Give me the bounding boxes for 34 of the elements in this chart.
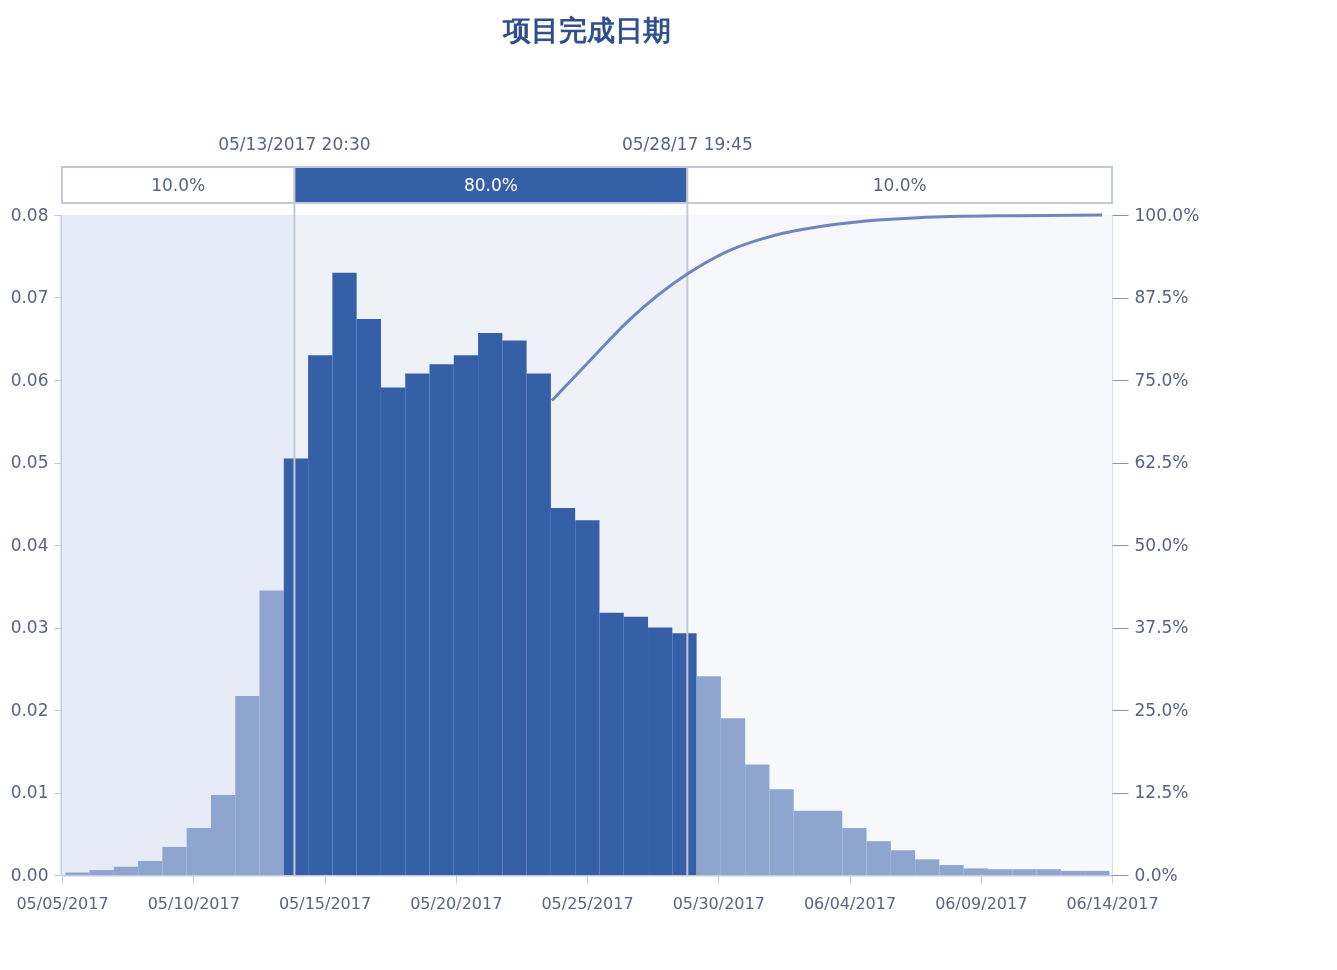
y-tick-label: 0.02 bbox=[10, 699, 49, 720]
y2-tick-label: 87.5% bbox=[1134, 287, 1189, 307]
y2-tick-label: 25.0% bbox=[1134, 699, 1189, 720]
y2-tick-label: 50.0% bbox=[1134, 534, 1189, 555]
x-tick-label: 06/04/2017 bbox=[803, 893, 897, 913]
y2-tick-label: 0.0% bbox=[1134, 864, 1178, 885]
x-tick-label: 05/25/2017 bbox=[541, 893, 634, 913]
x-tick-label: 05/20/2017 bbox=[410, 893, 503, 913]
band-label: 10.0% bbox=[151, 175, 206, 195]
chart-title: 项目完成日期 bbox=[502, 14, 671, 47]
y2-tick-label: 62.5% bbox=[1134, 452, 1189, 472]
x-tick-label: 05/10/2017 bbox=[147, 893, 240, 913]
x-tick-label: 05/05/2017 bbox=[16, 893, 109, 913]
y-tick-label: 0.03 bbox=[10, 617, 49, 637]
x-tick-label: 06/14/2017 bbox=[1066, 893, 1159, 913]
line-series bbox=[550, 213, 1104, 402]
x-tick-label: 05/15/2017 bbox=[278, 893, 372, 913]
y-tick-label: 0.04 bbox=[10, 534, 49, 555]
y2-tick-label: 37.5% bbox=[1134, 617, 1189, 637]
ref-line-label: 05/28/17 19:45 bbox=[621, 134, 753, 154]
y-tick-label: 0.07 bbox=[10, 287, 49, 307]
band-label: 10.0% bbox=[872, 175, 927, 195]
y2-tick-label: 12.5% bbox=[1134, 782, 1189, 802]
y-tick-label: 0.05 bbox=[10, 452, 49, 472]
y-tick-label: 0.01 bbox=[10, 782, 49, 802]
y2-tick-label: 100.0% bbox=[1134, 204, 1200, 225]
band-label: 80.0% bbox=[463, 175, 518, 195]
y-tick-label: 0.06 bbox=[10, 369, 49, 390]
y2-tick-label: 75.0% bbox=[1134, 369, 1189, 390]
y-tick-label: 0.08 bbox=[10, 204, 49, 225]
x-tick-label: 06/09/2017 bbox=[935, 893, 1028, 913]
y-tick-label: 0.00 bbox=[10, 864, 49, 885]
x-tick-label: 05/30/2017 bbox=[672, 893, 765, 913]
ref-line-label: 05/13/2017 20:30 bbox=[218, 134, 371, 154]
